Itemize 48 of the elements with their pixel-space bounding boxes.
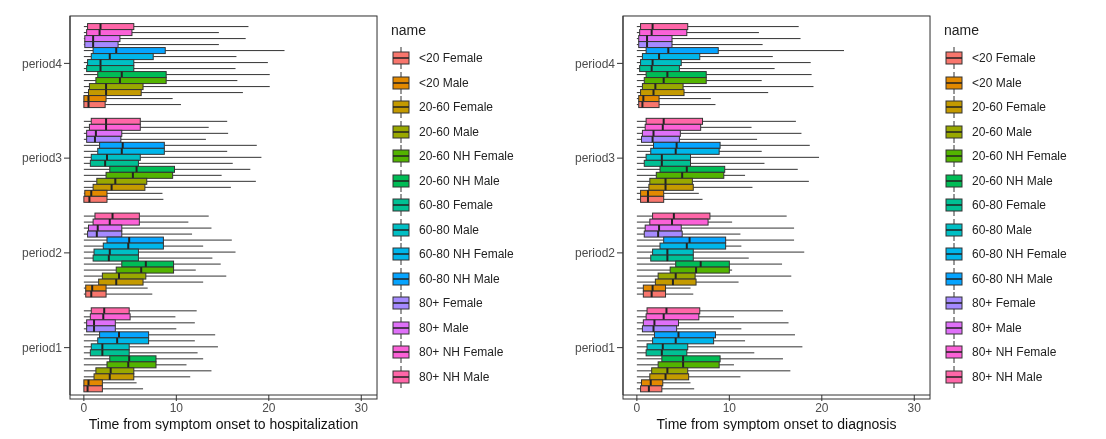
legend-title: name [391,22,428,38]
legend-label: 80+ NH Female [419,345,504,360]
legend-label: 20-60 Female [972,100,1047,115]
legend-title: name [944,22,981,38]
y-tick-label: period1 [574,340,616,355]
x-tick-label: 20 [815,400,829,415]
y-tick-label: period2 [574,246,616,261]
legend-label: 80+ Female [972,296,1036,311]
legend-label: 20-60 NH Male [419,173,500,188]
legend-label: 20-60 Male [972,124,1033,139]
legend-label: 80+ Female [419,296,483,311]
legend-label: 60-80 Female [972,198,1047,213]
x-tick-label: 30 [907,400,922,415]
legend-label: 60-80 NH Male [972,271,1053,286]
y-tick-label: period1 [21,340,63,355]
x-tick-label: 0 [80,400,88,415]
legend-label: 20-60 Male [419,124,480,139]
legend-label: 20-60 Female [419,100,494,115]
x-tick-label: 20 [262,400,276,415]
legend-label: 80+ Male [419,320,469,335]
legend-label: <20 Female [419,51,483,66]
x-tick-label: 10 [722,400,737,415]
legend-label: 20-60 NH Female [419,149,514,164]
y-tick-label: period4 [574,56,616,71]
legend-label: 60-80 Male [419,222,480,237]
legend-label: 80+ Male [972,320,1022,335]
x-tick-label: 0 [633,400,641,415]
legend-label: 80+ NH Female [972,345,1057,360]
legend-label: 80+ NH Male [972,369,1043,384]
y-tick-label: period3 [574,151,616,166]
legend-label: <20 Male [972,75,1022,90]
y-tick-label: period4 [21,56,63,71]
legend-label: <20 Female [972,51,1036,66]
legend-label: 60-80 Female [419,198,494,213]
legend-label: 60-80 NH Female [972,247,1067,262]
legend-label: 20-60 NH Female [972,149,1067,164]
x-tick-label: 30 [354,400,369,415]
x-tick-label: 10 [169,400,184,415]
x-axis-title: Time from symptom onset to diagnosis [656,416,897,432]
y-tick-label: period3 [21,151,63,166]
legend-label: 60-80 Male [972,222,1033,237]
legend-label: <20 Male [419,75,469,90]
x-axis-title: Time from symptom onset to hospitalization [88,416,359,432]
legend-label: 60-80 NH Male [419,271,500,286]
legend-label: 60-80 NH Female [419,247,514,262]
y-tick-label: period2 [21,246,63,261]
legend-label: 80+ NH Male [419,369,490,384]
legend-label: 20-60 NH Male [972,173,1053,188]
